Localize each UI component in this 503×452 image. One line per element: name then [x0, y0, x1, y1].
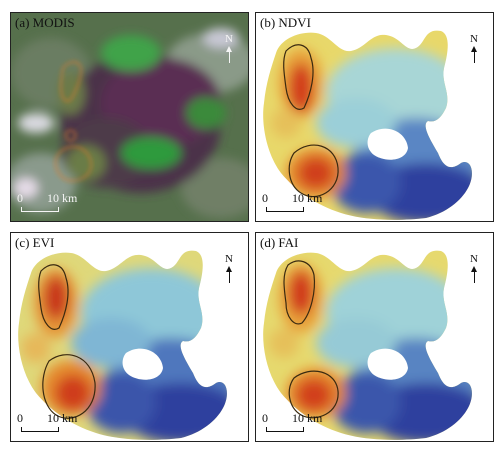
north-arrow-head-icon — [226, 46, 232, 52]
scale-bar: 0 10 km — [262, 191, 332, 215]
panel-modis: (a) MODIS N 0 10 km — [10, 12, 249, 222]
scale-start: 0 — [262, 191, 268, 205]
scale-end: 10 km — [47, 191, 78, 205]
scale-end: 10 km — [292, 191, 323, 205]
fai-map — [263, 250, 472, 440]
panel-title: (c) EVI — [15, 235, 55, 250]
panel-title: (a) MODIS — [15, 15, 75, 30]
north-arrow: N — [467, 33, 481, 63]
panel-fai: (d) FAI N 0 10 km — [255, 232, 494, 442]
north-arrow: N — [222, 253, 236, 283]
scale-end: 10 km — [292, 411, 323, 425]
contour-lines — [38, 264, 96, 419]
contour-lines — [283, 260, 339, 419]
scale-start: 0 — [17, 411, 23, 425]
scale-start: 0 — [17, 191, 23, 205]
panel-ndvi: (b) NDVI N 0 10 km — [255, 12, 494, 222]
north-label: N — [225, 33, 233, 45]
scale-bar: 0 10 km — [262, 411, 332, 435]
north-label: N — [470, 253, 478, 265]
panel-evi: (c) EVI N 0 10 km — [10, 232, 249, 442]
bloom-contours — [54, 61, 92, 182]
north-arrow-head-icon — [471, 266, 477, 272]
scale-bar: 0 10 km — [17, 411, 87, 435]
north-label: N — [225, 253, 233, 265]
north-label: N — [470, 33, 478, 45]
modis-image — [11, 13, 248, 221]
scale-end: 10 km — [47, 411, 78, 425]
panel-title: (b) NDVI — [260, 15, 311, 30]
scale-start: 0 — [262, 411, 268, 425]
evi-map — [18, 250, 227, 440]
contour-lines — [283, 44, 339, 198]
ndvi-map — [263, 30, 472, 220]
scale-bar: 0 10 km — [17, 191, 87, 215]
north-arrow-head-icon — [471, 46, 477, 52]
north-arrow: N — [467, 253, 481, 283]
north-arrow-head-icon — [226, 266, 232, 272]
panel-title: (d) FAI — [260, 235, 299, 250]
north-arrow: N — [222, 33, 236, 63]
